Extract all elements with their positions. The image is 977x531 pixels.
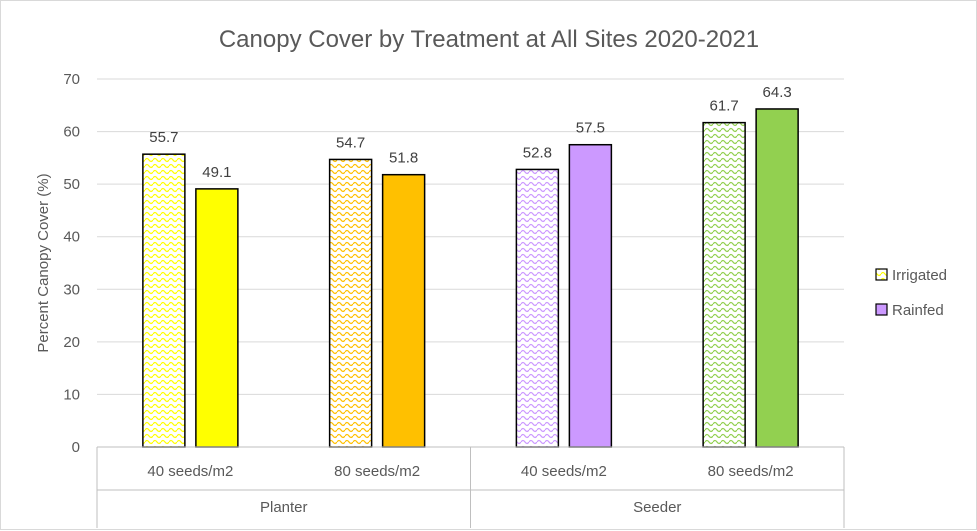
chart-title: Canopy Cover by Treatment at All Sites 2… bbox=[219, 26, 759, 53]
y-tick-label: 30 bbox=[63, 281, 80, 298]
bar-rainfed bbox=[195, 188, 239, 448]
bar-irrigated bbox=[328, 158, 373, 448]
y-tick-label: 10 bbox=[63, 386, 80, 403]
x-category-label: 40 seeds/m2 bbox=[521, 463, 607, 480]
y-tick-label: 20 bbox=[63, 334, 80, 351]
y-tick-label: 70 bbox=[63, 71, 80, 88]
y-axis-label: Percent Canopy Cover (%) bbox=[35, 173, 52, 352]
bar-rainfed bbox=[568, 143, 613, 448]
y-axis-ticks: 0 10 20 30 40 50 60 70 bbox=[63, 71, 80, 456]
data-label-irrigated: 52.8 bbox=[523, 144, 552, 161]
data-label-rainfed: 57.5 bbox=[576, 120, 605, 137]
x-axis: 40 seeds/m2 80 seeds/m2 Planter 40 seeds/m2… bbox=[96, 446, 845, 528]
y-tick-label: 40 bbox=[63, 229, 80, 246]
data-label-irrigated: 61.7 bbox=[710, 98, 739, 115]
data-labels: 55.7 49.1 54.7 51.8 52.8 57.5 61.7 64.3 bbox=[149, 84, 791, 181]
x-category-label: 40 seeds/m2 bbox=[147, 463, 233, 480]
legend-swatch-rainfed bbox=[875, 303, 888, 316]
legend-label-rainfed: Rainfed bbox=[892, 302, 944, 319]
y-tick-label: 50 bbox=[63, 176, 80, 193]
legend: Irrigated Rainfed bbox=[875, 267, 947, 319]
data-label-irrigated: 55.7 bbox=[149, 129, 178, 146]
bar-irrigated bbox=[142, 153, 186, 448]
y-tick-label: 60 bbox=[63, 124, 80, 141]
x-group-label: Planter bbox=[260, 499, 308, 516]
bar-irrigated bbox=[702, 121, 746, 448]
x-category-label: 80 seeds/m2 bbox=[708, 463, 794, 480]
data-label-rainfed: 51.8 bbox=[389, 150, 418, 167]
x-group-label: Seeder bbox=[633, 499, 681, 516]
y-tick-label: 0 bbox=[72, 439, 80, 456]
legend-swatch-irrigated bbox=[875, 268, 888, 281]
data-label-rainfed: 64.3 bbox=[763, 84, 792, 101]
data-label-rainfed: 49.1 bbox=[202, 164, 231, 181]
data-label-irrigated: 54.7 bbox=[336, 134, 365, 151]
bar-rainfed bbox=[755, 108, 799, 448]
bars bbox=[142, 108, 799, 448]
bar-irrigated bbox=[515, 168, 560, 448]
x-category-label: 80 seeds/m2 bbox=[334, 463, 420, 480]
bar-rainfed bbox=[381, 173, 426, 448]
legend-label-irrigated: Irrigated bbox=[892, 267, 947, 284]
